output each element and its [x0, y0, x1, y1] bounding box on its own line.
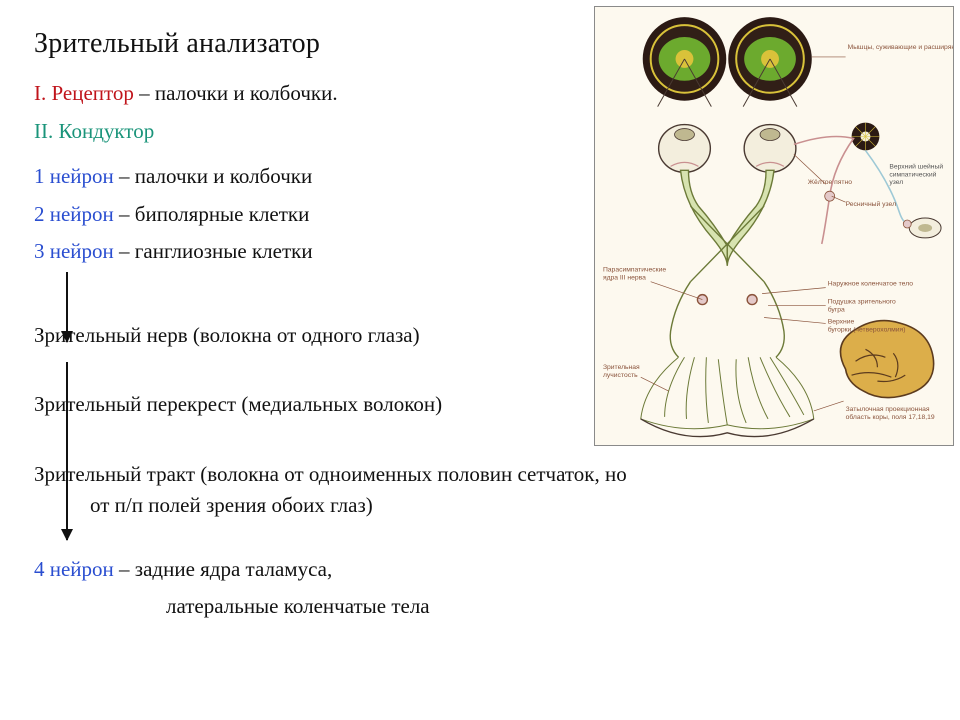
neuron-1-n: 1 нейрон: [34, 164, 114, 188]
sympathetic-path: [865, 150, 909, 224]
lbl-ciliary: Ресничный узел: [846, 200, 896, 208]
page-title: Зрительный анализатор: [34, 28, 594, 60]
eye-field-right: [728, 17, 812, 107]
receptor-label: Рецептор: [52, 81, 134, 105]
optic-tract: [670, 170, 784, 357]
eye-field-left: [643, 17, 727, 107]
spinal-segment: [903, 218, 941, 238]
lbl-yellow: Жёлтое пятно: [808, 179, 852, 186]
neuron-3-rest: – ганглиозные клетки: [119, 239, 313, 263]
parasympathetic-path: [794, 137, 854, 244]
roman-1: I.: [34, 81, 46, 105]
flow-arrow-1: [66, 272, 68, 342]
anatomical-diagram: Мышцы, суживающие и расширяющие зрачок Ж…: [594, 6, 954, 446]
section-receptor: I. Рецептор – палочки и колбочки.: [34, 78, 594, 110]
neuron-3: 3 нейрон – ганглиозные клетки: [34, 236, 594, 268]
neuron-2-n: 2 нейрон: [34, 202, 114, 226]
neuron-2-rest: – биполярные клетки: [119, 202, 309, 226]
lbl-muscle: Мышцы, суживающие и расширяющие зрачок: [848, 44, 953, 51]
receptor-rest: – палочки и колбочки.: [139, 81, 337, 105]
conductor-label: Кондуктор: [59, 119, 155, 143]
pathway-tract: Зрительный тракт (волокна от одноименных…: [34, 459, 634, 522]
text-column: Зрительный анализатор I. Рецептор – пало…: [34, 28, 594, 629]
lbl-cortex: Затылочная проекционная область коры, по…: [846, 406, 935, 421]
lbl-radiation: Зрительная лучистость: [603, 364, 642, 379]
diagram-svg: Мышцы, суживающие и расширяющие зрачок Ж…: [595, 7, 953, 445]
eyeball-left: [659, 125, 711, 173]
neuron-1-rest: – палочки и колбочки: [119, 164, 312, 188]
arrowhead-icon: [61, 529, 73, 541]
roman-2: II.: [34, 119, 53, 143]
arrowhead-icon: [61, 331, 73, 343]
flow-arrow-2: [66, 362, 68, 540]
ciliary-ganglion: [825, 191, 835, 201]
neuron-4-sub: латеральные коленчатые тела: [34, 591, 594, 623]
pathway-nerve: Зрительный нерв (волокна от одного глаза…: [34, 320, 594, 352]
neuron-2: 2 нейрон – биполярные клетки: [34, 199, 594, 231]
neuron-4-rest: – задние ядра таламуса,: [119, 557, 332, 581]
lbl-sympath: Верхний шейный симпатический узел: [889, 162, 945, 186]
lbl-parasym: Парасимпатические ядра III нерва: [603, 267, 668, 282]
neuron-1: 1 нейрон – палочки и колбочки: [34, 161, 594, 193]
lbl-cushion: Подушка зрительного бугра: [828, 299, 898, 314]
lbl-lgb: Наружное коленчатое тело: [828, 281, 914, 288]
iris-detail: [852, 123, 880, 151]
neuron-4-n: 4 нейрон: [34, 557, 114, 581]
eyeball-right: [744, 125, 796, 173]
cortex-outline: [641, 419, 814, 437]
section-conductor: II. Кондуктор: [34, 116, 594, 148]
pathway-chiasm: Зрительный перекрест (медиальных волокон…: [34, 389, 594, 421]
optic-radiation: [641, 357, 814, 428]
neuron-3-n: 3 нейрон: [34, 239, 114, 263]
neuron-4: 4 нейрон – задние ядра таламуса,: [34, 554, 594, 586]
slide: Зрительный анализатор I. Рецептор – пало…: [0, 0, 960, 720]
